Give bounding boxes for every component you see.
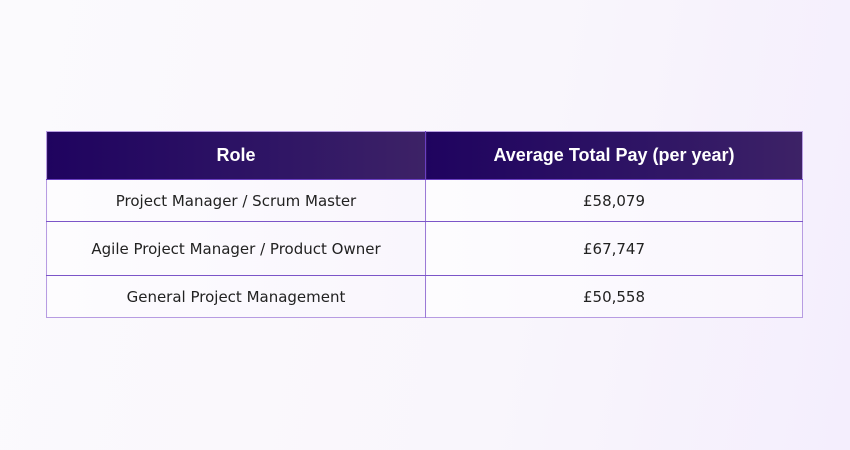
salary-table-container: Role Average Total Pay (per year) Projec… bbox=[46, 131, 803, 318]
table-row: Project Manager / Scrum Master £58,079 bbox=[46, 179, 803, 222]
cell-pay: £58,079 bbox=[425, 179, 803, 222]
table-header-row: Role Average Total Pay (per year) bbox=[46, 131, 803, 180]
salary-table: Role Average Total Pay (per year) Projec… bbox=[46, 131, 803, 318]
cell-pay: £67,747 bbox=[425, 221, 803, 276]
cell-pay: £50,558 bbox=[425, 275, 803, 318]
table-row: Agile Project Manager / Product Owner £6… bbox=[46, 221, 803, 276]
cell-role: General Project Management bbox=[46, 275, 426, 318]
cell-role: Project Manager / Scrum Master bbox=[46, 179, 426, 222]
cell-role: Agile Project Manager / Product Owner bbox=[46, 221, 426, 276]
table-row: General Project Management £50,558 bbox=[46, 275, 803, 318]
header-average-pay: Average Total Pay (per year) bbox=[425, 131, 803, 180]
header-role: Role bbox=[46, 131, 426, 180]
